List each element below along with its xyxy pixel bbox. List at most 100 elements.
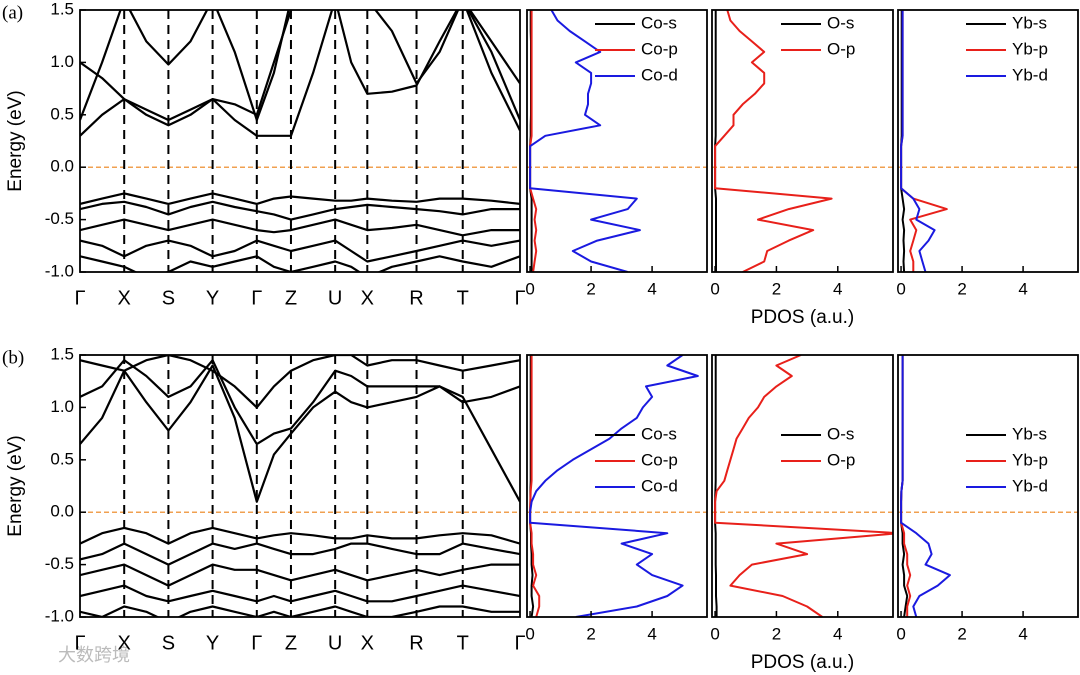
frame bbox=[526, 354, 708, 618]
plot-area bbox=[898, 355, 1078, 617]
pdos-curve bbox=[714, 10, 833, 272]
y-tick-label: -1.0 bbox=[45, 261, 74, 280]
band bbox=[80, 239, 520, 263]
y-tick-label: 0.5 bbox=[50, 449, 74, 468]
frame bbox=[711, 9, 894, 273]
y-tick-label: 0.5 bbox=[50, 104, 74, 123]
pdos-curve bbox=[900, 10, 936, 272]
plot-area bbox=[80, 10, 520, 272]
frame bbox=[897, 9, 1079, 273]
legend-label: Yb-p bbox=[1012, 450, 1048, 469]
x-tick-label: 2 bbox=[957, 624, 966, 643]
band bbox=[80, 200, 520, 221]
y-axis-label: Energy (eV) bbox=[5, 435, 26, 536]
legend-label: Yb-d bbox=[1012, 65, 1048, 84]
k-point-label: U bbox=[328, 632, 342, 654]
panel-label: (a) bbox=[2, 2, 23, 23]
legend-label: Co-s bbox=[641, 424, 677, 443]
band bbox=[80, 605, 520, 617]
plot-area bbox=[527, 355, 707, 617]
y-axis-label: Energy (eV) bbox=[5, 90, 26, 191]
frame bbox=[711, 354, 894, 618]
k-point-label: Z bbox=[285, 632, 297, 654]
x-axis-label: PDOS (a.u.) bbox=[751, 652, 854, 673]
pdos-curve bbox=[529, 10, 641, 272]
k-point-label: R bbox=[409, 287, 423, 309]
pdos-curve bbox=[900, 355, 951, 617]
plot-area bbox=[712, 10, 893, 272]
k-point-label: X bbox=[118, 632, 131, 654]
k-point-label: T bbox=[457, 287, 469, 309]
plot-area bbox=[527, 10, 707, 272]
y-tick-label: 1.0 bbox=[50, 52, 74, 71]
x-tick-label: 4 bbox=[833, 624, 842, 643]
k-point-label: Y bbox=[206, 632, 219, 654]
k-point-label: T bbox=[457, 632, 469, 654]
band bbox=[80, 526, 520, 545]
k-point-label: R bbox=[409, 632, 423, 654]
band bbox=[80, 584, 520, 603]
band bbox=[80, 218, 520, 237]
band bbox=[80, 192, 520, 205]
band bbox=[80, 355, 520, 409]
legend-label: Co-d bbox=[641, 65, 678, 84]
legend-label: O-p bbox=[827, 39, 855, 58]
x-tick-label: 4 bbox=[647, 624, 656, 643]
k-point-label: X bbox=[118, 287, 131, 309]
x-tick-label: 2 bbox=[772, 279, 781, 298]
y-tick-label: 1.5 bbox=[50, 344, 74, 363]
y-tick-label: -0.5 bbox=[45, 209, 74, 228]
k-point-label: Γ bbox=[514, 632, 525, 654]
legend-label: Yb-d bbox=[1012, 476, 1048, 495]
x-tick-label: 2 bbox=[957, 279, 966, 298]
x-tick-label: 2 bbox=[772, 624, 781, 643]
y-tick-label: 0.0 bbox=[50, 157, 74, 176]
plot-area bbox=[80, 355, 520, 617]
y-tick-label: 0.0 bbox=[50, 502, 74, 521]
frame bbox=[897, 354, 1079, 618]
pdos-curve bbox=[714, 10, 717, 272]
pdos-curve bbox=[714, 355, 718, 617]
x-tick-label: 0 bbox=[896, 624, 905, 643]
legend-label: O-p bbox=[827, 450, 855, 469]
band bbox=[80, 542, 520, 566]
band bbox=[80, 563, 520, 587]
x-tick-label: 4 bbox=[833, 279, 842, 298]
pdos-curve bbox=[529, 355, 699, 617]
panel-label: (b) bbox=[2, 347, 24, 368]
x-tick-label: 0 bbox=[525, 624, 534, 643]
frame bbox=[79, 354, 521, 618]
x-axis-label: PDOS (a.u.) bbox=[751, 307, 854, 328]
k-point-label: Γ bbox=[251, 632, 262, 654]
legend-label: Co-s bbox=[641, 13, 677, 32]
x-tick-label: 0 bbox=[896, 279, 905, 298]
band bbox=[80, 10, 520, 122]
x-tick-label: 0 bbox=[710, 624, 719, 643]
legend-label: Yb-s bbox=[1012, 13, 1047, 32]
x-tick-label: 4 bbox=[647, 279, 656, 298]
legend-label: O-s bbox=[827, 13, 854, 32]
k-point-label: S bbox=[162, 632, 175, 654]
k-point-label: Y bbox=[206, 287, 219, 309]
k-point-label: Γ bbox=[74, 632, 85, 654]
x-tick-label: 0 bbox=[525, 279, 534, 298]
pdos-curve bbox=[900, 10, 948, 272]
pdos-curve bbox=[529, 10, 538, 272]
x-tick-label: 0 bbox=[710, 279, 719, 298]
legend-label: Co-p bbox=[641, 450, 678, 469]
band bbox=[80, 10, 520, 122]
y-tick-label: -1.0 bbox=[45, 606, 74, 625]
legend-label: Co-d bbox=[641, 476, 678, 495]
x-tick-label: 2 bbox=[586, 624, 595, 643]
pdos-curve bbox=[529, 355, 541, 617]
band bbox=[80, 255, 520, 272]
legend-label: Co-p bbox=[641, 39, 678, 58]
band bbox=[80, 364, 520, 503]
y-tick-label: 1.0 bbox=[50, 397, 74, 416]
k-point-label: Z bbox=[285, 287, 297, 309]
x-tick-label: 4 bbox=[1018, 279, 1027, 298]
plot-area bbox=[712, 355, 893, 617]
legend-label: Yb-p bbox=[1012, 39, 1048, 58]
k-point-label: Γ bbox=[514, 287, 525, 309]
